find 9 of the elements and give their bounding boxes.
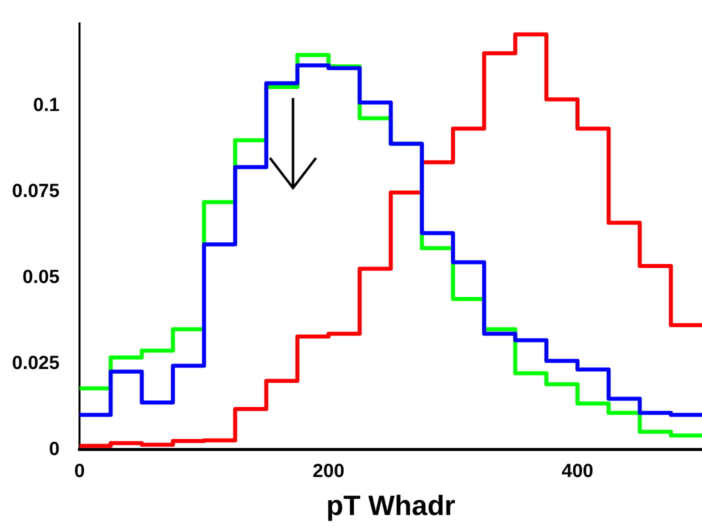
y-tick-label: 0 — [48, 438, 60, 460]
x-tick-label: 400 — [562, 461, 594, 482]
y-tick-label: 0.1 — [33, 95, 60, 116]
y-tick-label: 0.05 — [22, 266, 60, 288]
y-tick-label: 0.025 — [12, 352, 60, 374]
x-tick-label: 0 — [74, 461, 85, 482]
y-tick-label: 0.075 — [12, 181, 60, 202]
x-tick-label: 200 — [312, 461, 344, 482]
x-axis-title: pT Whadr — [326, 490, 456, 521]
